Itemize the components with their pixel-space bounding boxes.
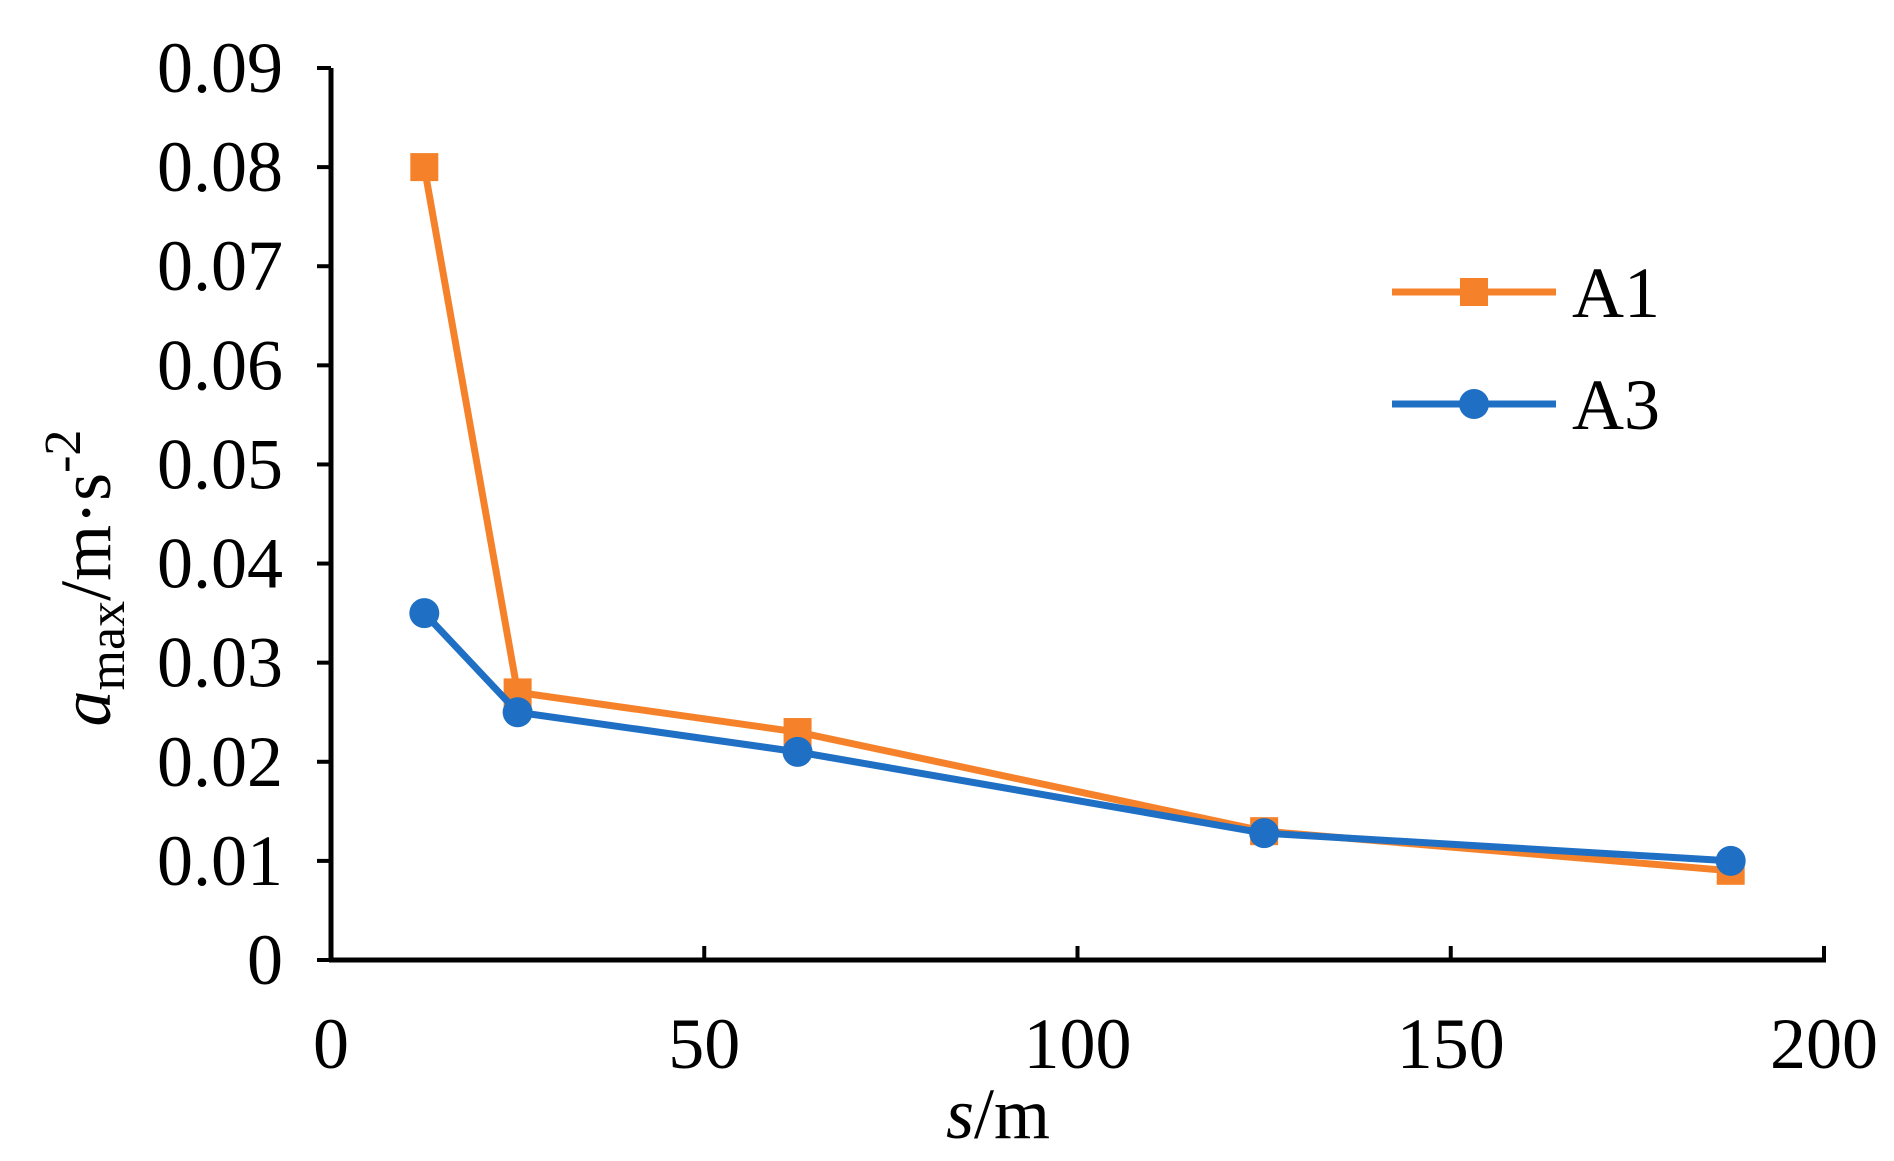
x-tick-label: 100 [1024,1004,1132,1084]
y-tick-label: 0.02 [157,722,283,802]
y-tick-label: 0 [247,920,283,1000]
x-axis-title: s/m [946,1074,1050,1154]
y-tick-label: 0.05 [157,424,283,504]
y-tick-label: 0.01 [157,821,283,901]
tick-labels: 0 0.01 0.02 0.03 0.04 0.05 0.06 0.07 0.08 0.09 0 50… [157,28,1878,1084]
legend-item-a1: A1 [1392,253,1660,333]
data-point-a1 [410,153,439,182]
y-tick-label: 0.03 [157,623,283,703]
x-tick-label: 0 [313,1004,349,1084]
series-line-a1 [420,166,1731,875]
data-point-a3 [1249,818,1280,849]
legend-label-a1: A1 [1572,253,1660,333]
y-tick-label: 0.07 [157,226,283,306]
data-point-a3 [1715,845,1746,876]
data-point-a3 [409,598,440,629]
y-axis-title: amax/m·s-2 [35,430,136,727]
series-layer [409,153,1746,885]
y-tick-label: 0.06 [157,325,283,405]
y-tick-label: 0.08 [157,127,283,207]
y-tick-label: 0.04 [157,524,283,604]
legend-marker-a1 [1460,278,1488,306]
x-tick-label: 50 [668,1004,740,1084]
x-tick-label: 200 [1770,1004,1878,1084]
x-tick-label: 150 [1397,1004,1505,1084]
axes [317,66,1826,963]
legend-item-a3: A3 [1392,365,1660,445]
legend-label-a3: A3 [1572,365,1660,445]
series-line-a3 [421,610,1731,865]
data-point-a3 [502,697,533,728]
legend-marker-a3 [1459,389,1489,419]
y-tick-label: 0.09 [157,28,283,108]
data-point-a3 [782,736,813,767]
